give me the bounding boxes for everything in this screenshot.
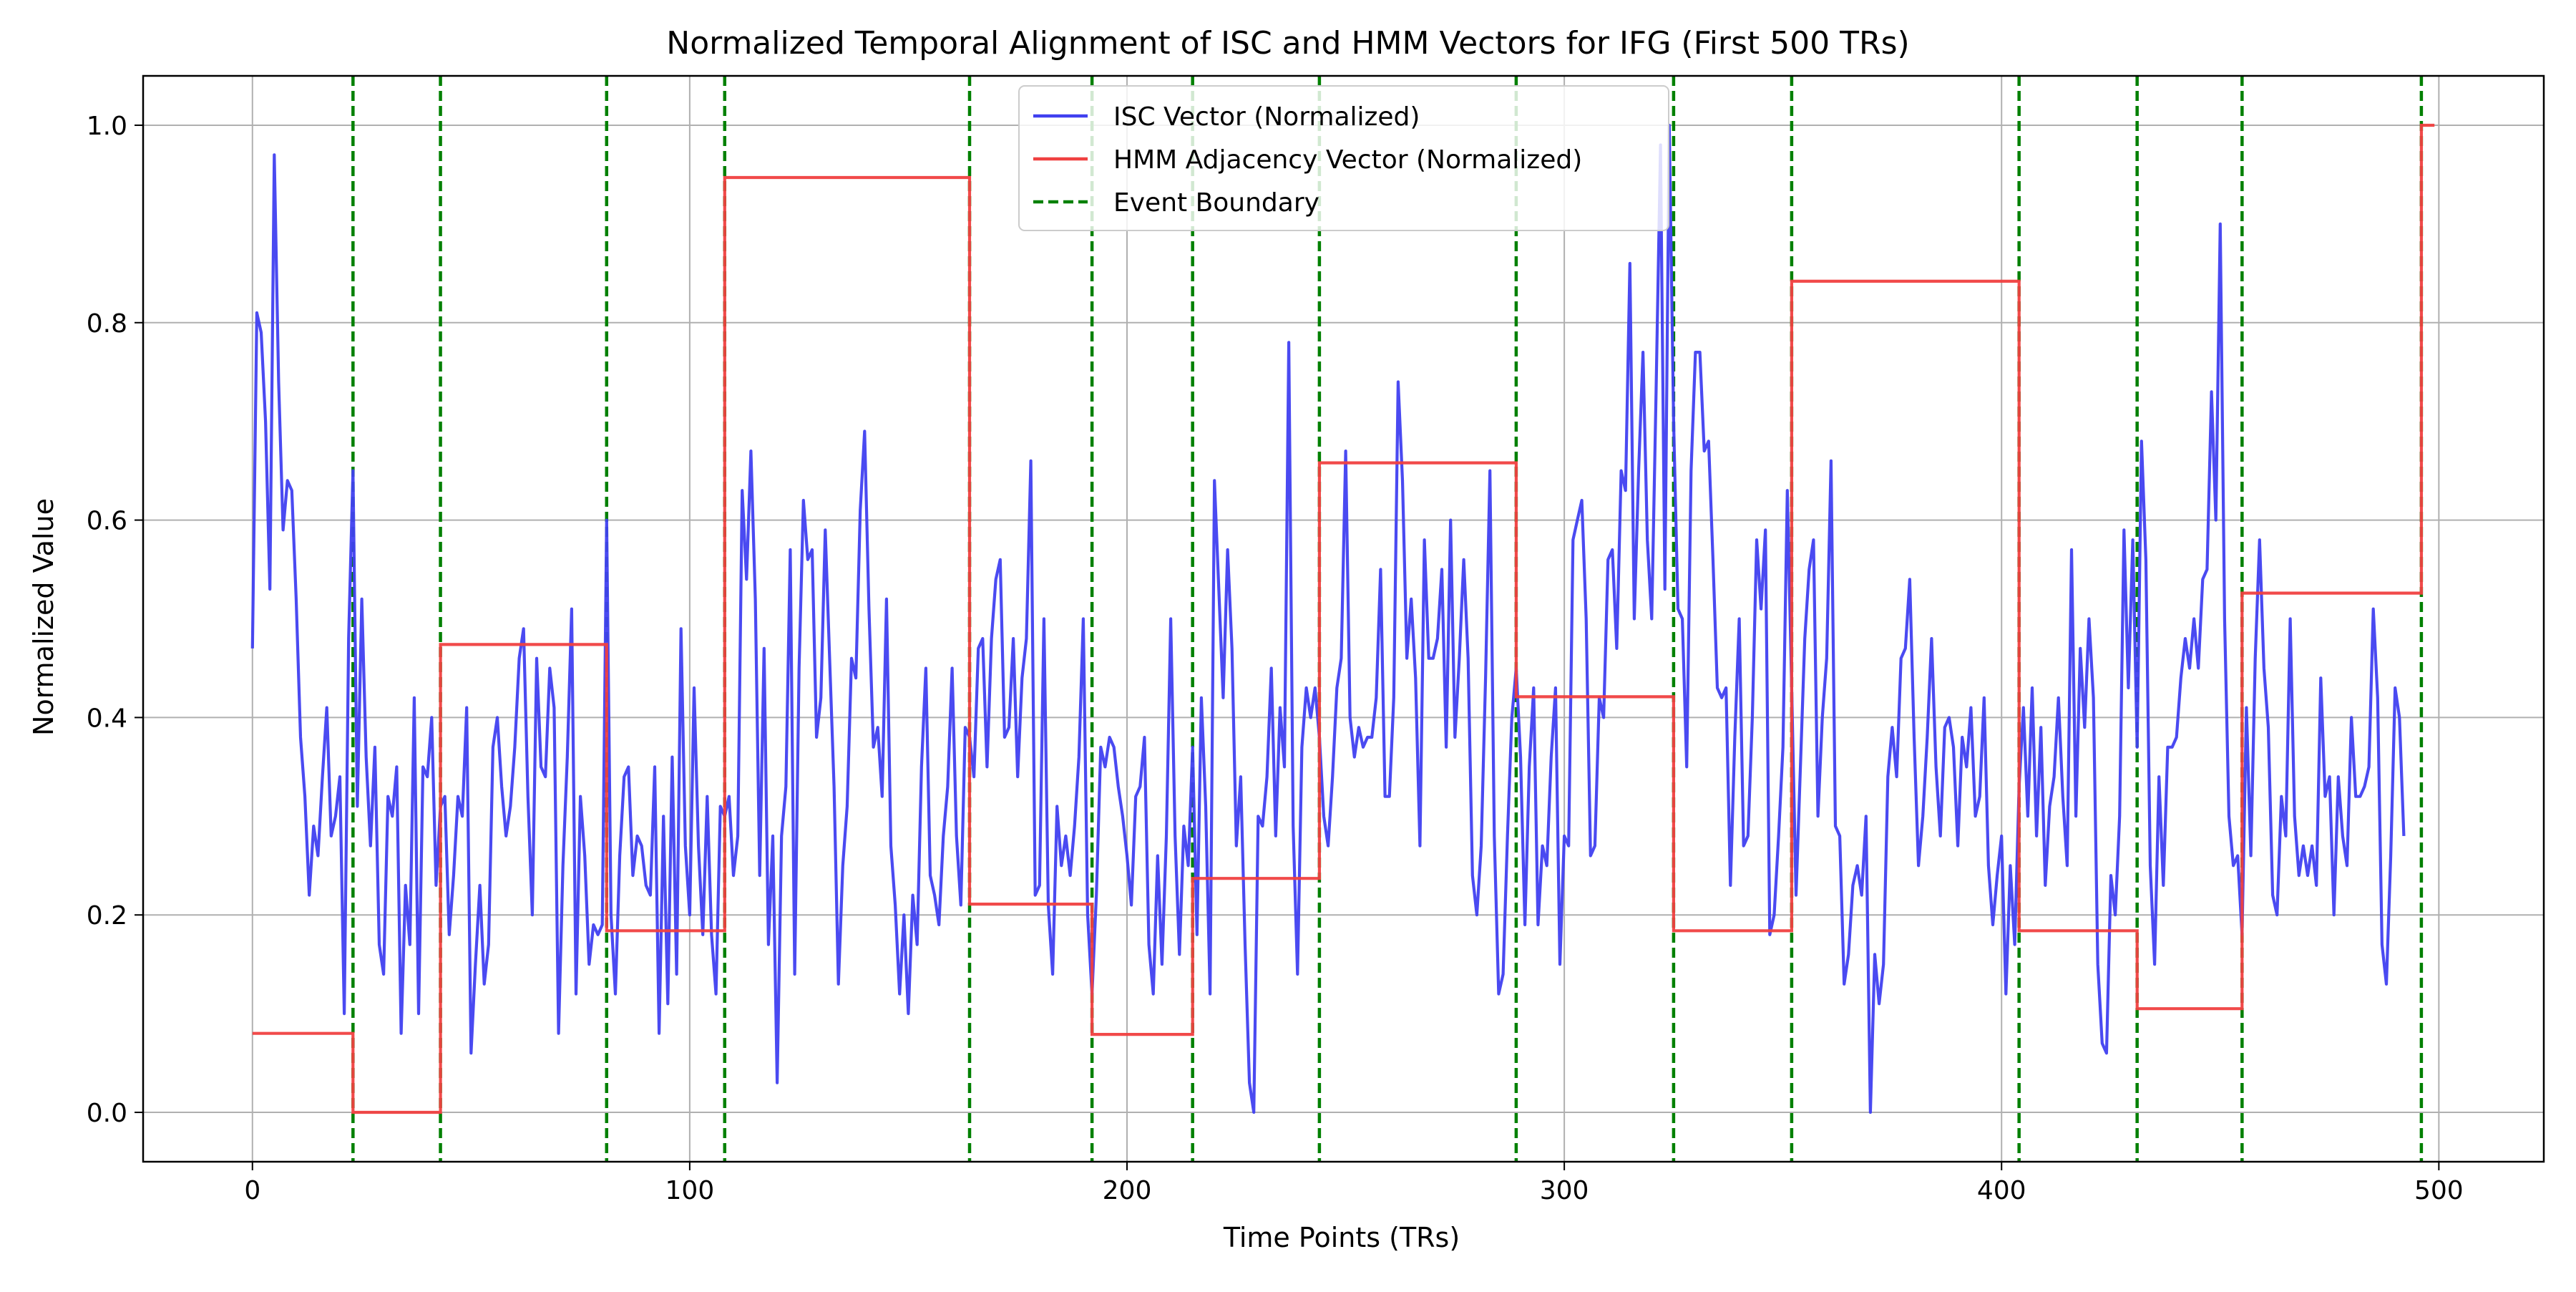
y-tick-label: 0.8	[87, 309, 127, 339]
y-tick-label: 1.0	[87, 112, 127, 141]
y-tick-label: 0.4	[87, 704, 127, 733]
legend-label: HMM Adjacency Vector (Normalized)	[1113, 145, 1582, 175]
x-tick-label: 200	[1103, 1176, 1152, 1205]
y-tick-label: 0.2	[87, 901, 127, 931]
hmm-series-line	[252, 123, 2435, 1114]
axis-ticks: 0 100 200 300 400 500 0.0 0.2 0.4 0.6 0.8 1.0	[87, 112, 2464, 1205]
legend-label: ISC Vector (Normalized)	[1113, 102, 1420, 132]
y-tick-label: 0.0	[87, 1099, 127, 1128]
isc-series-line	[250, 123, 2406, 1114]
x-tick-label: 0	[244, 1176, 260, 1205]
chart-title: Normalized Temporal Alignment of ISC and…	[666, 25, 1909, 62]
legend-box	[1018, 85, 1669, 231]
x-axis-label: Time Points (TRs)	[1223, 1222, 1460, 1253]
y-tick-label: 0.6	[87, 507, 127, 536]
series-lines	[250, 123, 2435, 1114]
plot-frame	[142, 74, 2545, 1163]
x-tick-label: 300	[1540, 1176, 1589, 1205]
x-tick-label: 500	[2414, 1176, 2464, 1205]
x-tick-label: 100	[665, 1176, 715, 1205]
y-axis-label: Normalized Value	[28, 498, 59, 736]
x-tick-label: 400	[1977, 1176, 2026, 1205]
legend-label: Event Boundary	[1113, 188, 1319, 218]
legend: ISC Vector (Normalized) HMM Adjacency Vec…	[1018, 85, 1669, 231]
